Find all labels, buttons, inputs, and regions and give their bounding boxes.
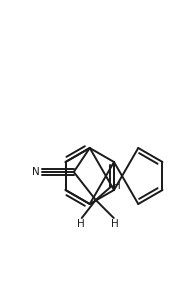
Text: N: N <box>32 167 40 177</box>
Text: H: H <box>77 219 85 229</box>
Text: H: H <box>111 219 119 229</box>
Text: H: H <box>113 181 121 191</box>
